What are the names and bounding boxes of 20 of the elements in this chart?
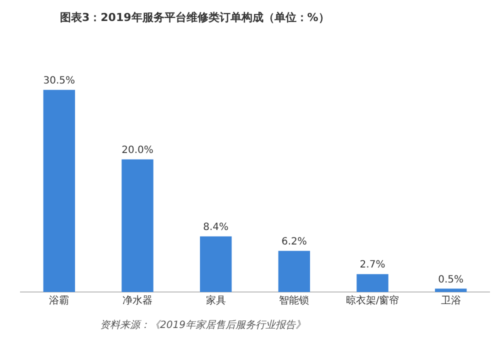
data-label: 30.5%	[43, 75, 76, 86]
bar	[434, 288, 467, 292]
text: 资料来源：《2019年家居售后服务行业报告》	[100, 318, 306, 332]
chart-title: 图表3：2019年服务平台维修类订单构成（单位：%）	[60, 10, 330, 25]
x-tick-label: 浴霸	[49, 294, 70, 307]
data-label: 8.4%	[203, 222, 229, 233]
x-tick-label: 智能锁	[279, 294, 310, 307]
bar	[43, 90, 76, 292]
bar	[356, 274, 388, 292]
bar	[278, 250, 310, 292]
bar	[122, 159, 154, 292]
data-label: 0.5%	[438, 274, 464, 286]
data-label: 20.0%	[122, 145, 154, 156]
x-tick-label: 家具	[206, 294, 226, 307]
data-label: 6.2%	[281, 236, 307, 248]
x-tick-label: 净水器	[122, 294, 152, 307]
x-tick-label: 卫浴	[440, 294, 461, 307]
data-label: 2.7%	[360, 260, 386, 271]
x-tick-label: 晾衣架/窗帘	[346, 294, 400, 307]
bar	[200, 236, 232, 292]
